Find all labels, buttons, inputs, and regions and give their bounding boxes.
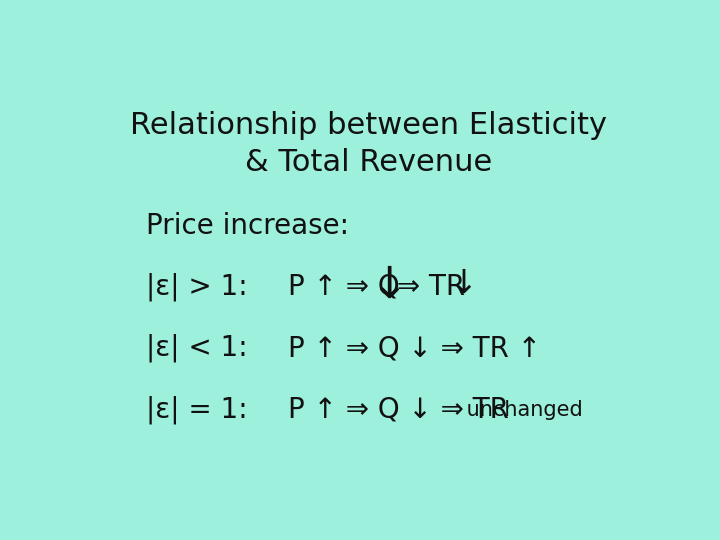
Text: P ↑ ⇒ Q ↓ ⇒ TR: P ↑ ⇒ Q ↓ ⇒ TR [287, 396, 508, 424]
Text: |ε| > 1:: |ε| > 1: [145, 272, 248, 301]
Text: Price increase:: Price increase: [145, 213, 348, 240]
Text: |ε| < 1:: |ε| < 1: [145, 334, 248, 362]
Text: P ↑ ⇒ Q: P ↑ ⇒ Q [287, 273, 400, 301]
Text: |ε| = 1:: |ε| = 1: [145, 395, 248, 424]
Text: Relationship between Elasticity
& Total Revenue: Relationship between Elasticity & Total … [130, 111, 608, 177]
Text: unchanged: unchanged [459, 400, 582, 420]
Text: P ↑ ⇒ Q ↓ ⇒ TR ↑: P ↑ ⇒ Q ↓ ⇒ TR ↑ [287, 334, 541, 362]
Text: ↓: ↓ [449, 267, 477, 300]
Text: ⇒ TR: ⇒ TR [388, 273, 466, 301]
Text: ↓: ↓ [372, 264, 408, 307]
